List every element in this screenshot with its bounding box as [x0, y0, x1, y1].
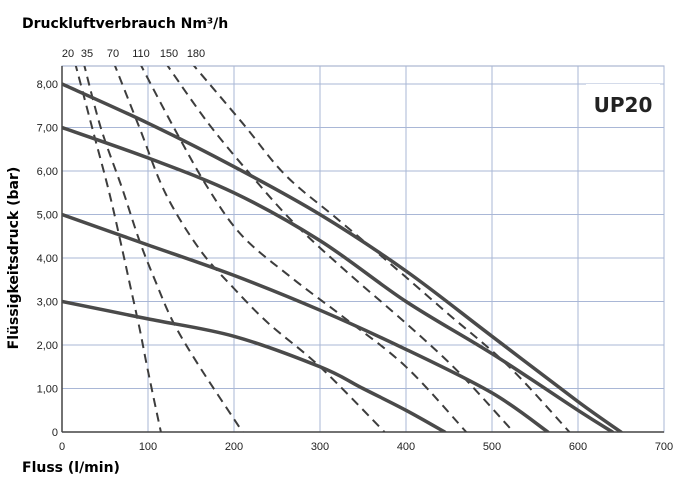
- x-tick-label-0: 0: [59, 441, 65, 453]
- x-axis-label: Fluss (l/min): [22, 460, 120, 476]
- model-label-bg: [586, 84, 660, 124]
- y-tick-label-6: 6,00: [37, 166, 58, 178]
- plot-area: 0 100 200 300 400 500 600 700 0 1,00 2,00 3,00 4,00 5…: [37, 48, 674, 453]
- x-tick-label-600: 600: [569, 441, 587, 453]
- x-tick-label-300: 300: [311, 441, 329, 453]
- air-label-180: 180: [187, 48, 205, 60]
- y-tick-label-5: 5,00: [37, 210, 58, 222]
- air-label-70: 70: [107, 48, 119, 60]
- y-tick-label-3: 3,00: [37, 297, 58, 309]
- air-curve-150: [166, 66, 515, 432]
- plot-frame: [61, 65, 665, 433]
- x-tick-label-200: 200: [225, 441, 243, 453]
- pressure-curve-4: [62, 299, 447, 432]
- air-label-35: 35: [81, 48, 93, 60]
- x-tick-label-400: 400: [397, 441, 415, 453]
- y-axis-label: Flüssigkeitsdruck (bar): [6, 167, 22, 350]
- curves-group: [62, 66, 623, 432]
- y-tick-label-1: 1,00: [37, 384, 58, 396]
- x-tick-label-700: 700: [655, 441, 673, 453]
- pressure-curve-3: [62, 212, 550, 432]
- x-tick-label-100: 100: [139, 441, 157, 453]
- air-label-150: 150: [160, 48, 178, 60]
- y-tick-label-7: 7,00: [37, 123, 58, 135]
- y-tick-label-8: 8,00: [37, 79, 58, 91]
- pressure-curve-2: [62, 125, 615, 432]
- chart-title: Druckluftverbrauch Nm³/h: [22, 16, 228, 32]
- pressure-curve-1: [62, 82, 623, 432]
- y-tick-label-2: 2,00: [37, 340, 58, 352]
- air-label-110: 110: [132, 48, 150, 60]
- y-tick-label-0: 0: [52, 427, 58, 439]
- air-label-20: 20: [62, 48, 74, 60]
- air-curve-110: [140, 66, 467, 432]
- air-curve-20: [74, 66, 162, 432]
- model-label: UP20: [594, 93, 653, 117]
- y-tick-label-4: 4,00: [37, 253, 58, 265]
- x-tick-label-500: 500: [483, 441, 501, 453]
- air-curve-35: [83, 66, 244, 432]
